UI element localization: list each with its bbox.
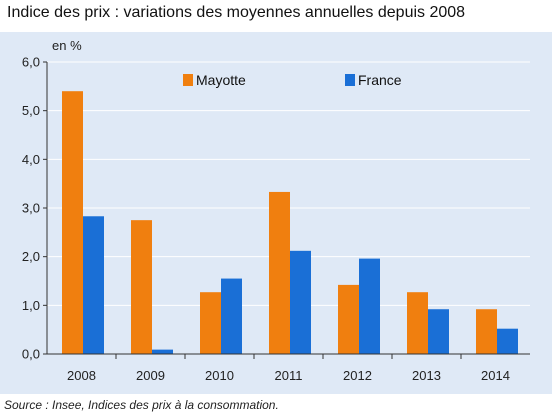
y-tick-label: 3,0 <box>22 201 40 216</box>
x-tick-label: 2012 <box>343 368 372 383</box>
y-tick-label: 1,0 <box>22 298 40 313</box>
bar-chart: 0,01,02,03,04,05,06,0 2008 2009 2010 2011 20… <box>22 38 530 383</box>
y-tick-label: 5,0 <box>22 103 40 118</box>
y-tick-label: 2,0 <box>22 249 40 264</box>
bar-mayotte-2012 <box>338 284 359 354</box>
y-axis-ticks: 0,0 1,0 2,0 3,0 4,0 5,0 6,0 <box>22 55 47 362</box>
bar-mayotte-2011 <box>269 191 290 354</box>
x-tick-label: 2008 <box>67 368 96 383</box>
legend: Mayotte France <box>183 72 402 88</box>
x-tick-label: 2009 <box>136 368 165 383</box>
x-tick-label: 2010 <box>205 368 234 383</box>
bar-mayotte-2009 <box>131 220 152 354</box>
chart-title: Indice des prix : variations des moyenne… <box>7 4 466 21</box>
x-tick-label: 2011 <box>275 368 303 383</box>
bar-france-2012 <box>359 258 380 354</box>
legend-swatch-france <box>345 74 355 86</box>
y-tick-label: 6,0 <box>22 55 40 70</box>
source-note: Source : Insee, Indices des prix à la co… <box>4 398 279 412</box>
y-tick-label: 4,0 <box>22 152 40 167</box>
bar-france-2008 <box>83 216 104 354</box>
bar-france-2011 <box>290 250 311 354</box>
bars <box>62 91 518 354</box>
bar-mayotte-2014 <box>476 309 497 354</box>
legend-swatch-mayotte <box>183 74 193 86</box>
y-tick-label: 0,0 <box>22 347 40 362</box>
bar-mayotte-2013 <box>407 292 428 354</box>
legend-label-france: France <box>358 72 402 88</box>
bar-france-2014 <box>497 328 518 354</box>
x-tick-label: 2013 <box>412 368 441 383</box>
bar-mayotte-2010 <box>200 292 221 354</box>
legend-label-mayotte: Mayotte <box>196 72 246 88</box>
bar-france-2010 <box>221 278 242 354</box>
x-tick-label: 2014 <box>481 368 510 383</box>
x-axis-ticks: 2008 2009 2010 2011 2012 2013 2014 <box>67 354 510 383</box>
bar-france-2013 <box>428 309 449 354</box>
axes <box>46 62 530 355</box>
y-axis-unit: en % <box>52 38 82 53</box>
bar-mayotte-2008 <box>62 91 83 354</box>
bar-france-2009 <box>152 349 173 354</box>
